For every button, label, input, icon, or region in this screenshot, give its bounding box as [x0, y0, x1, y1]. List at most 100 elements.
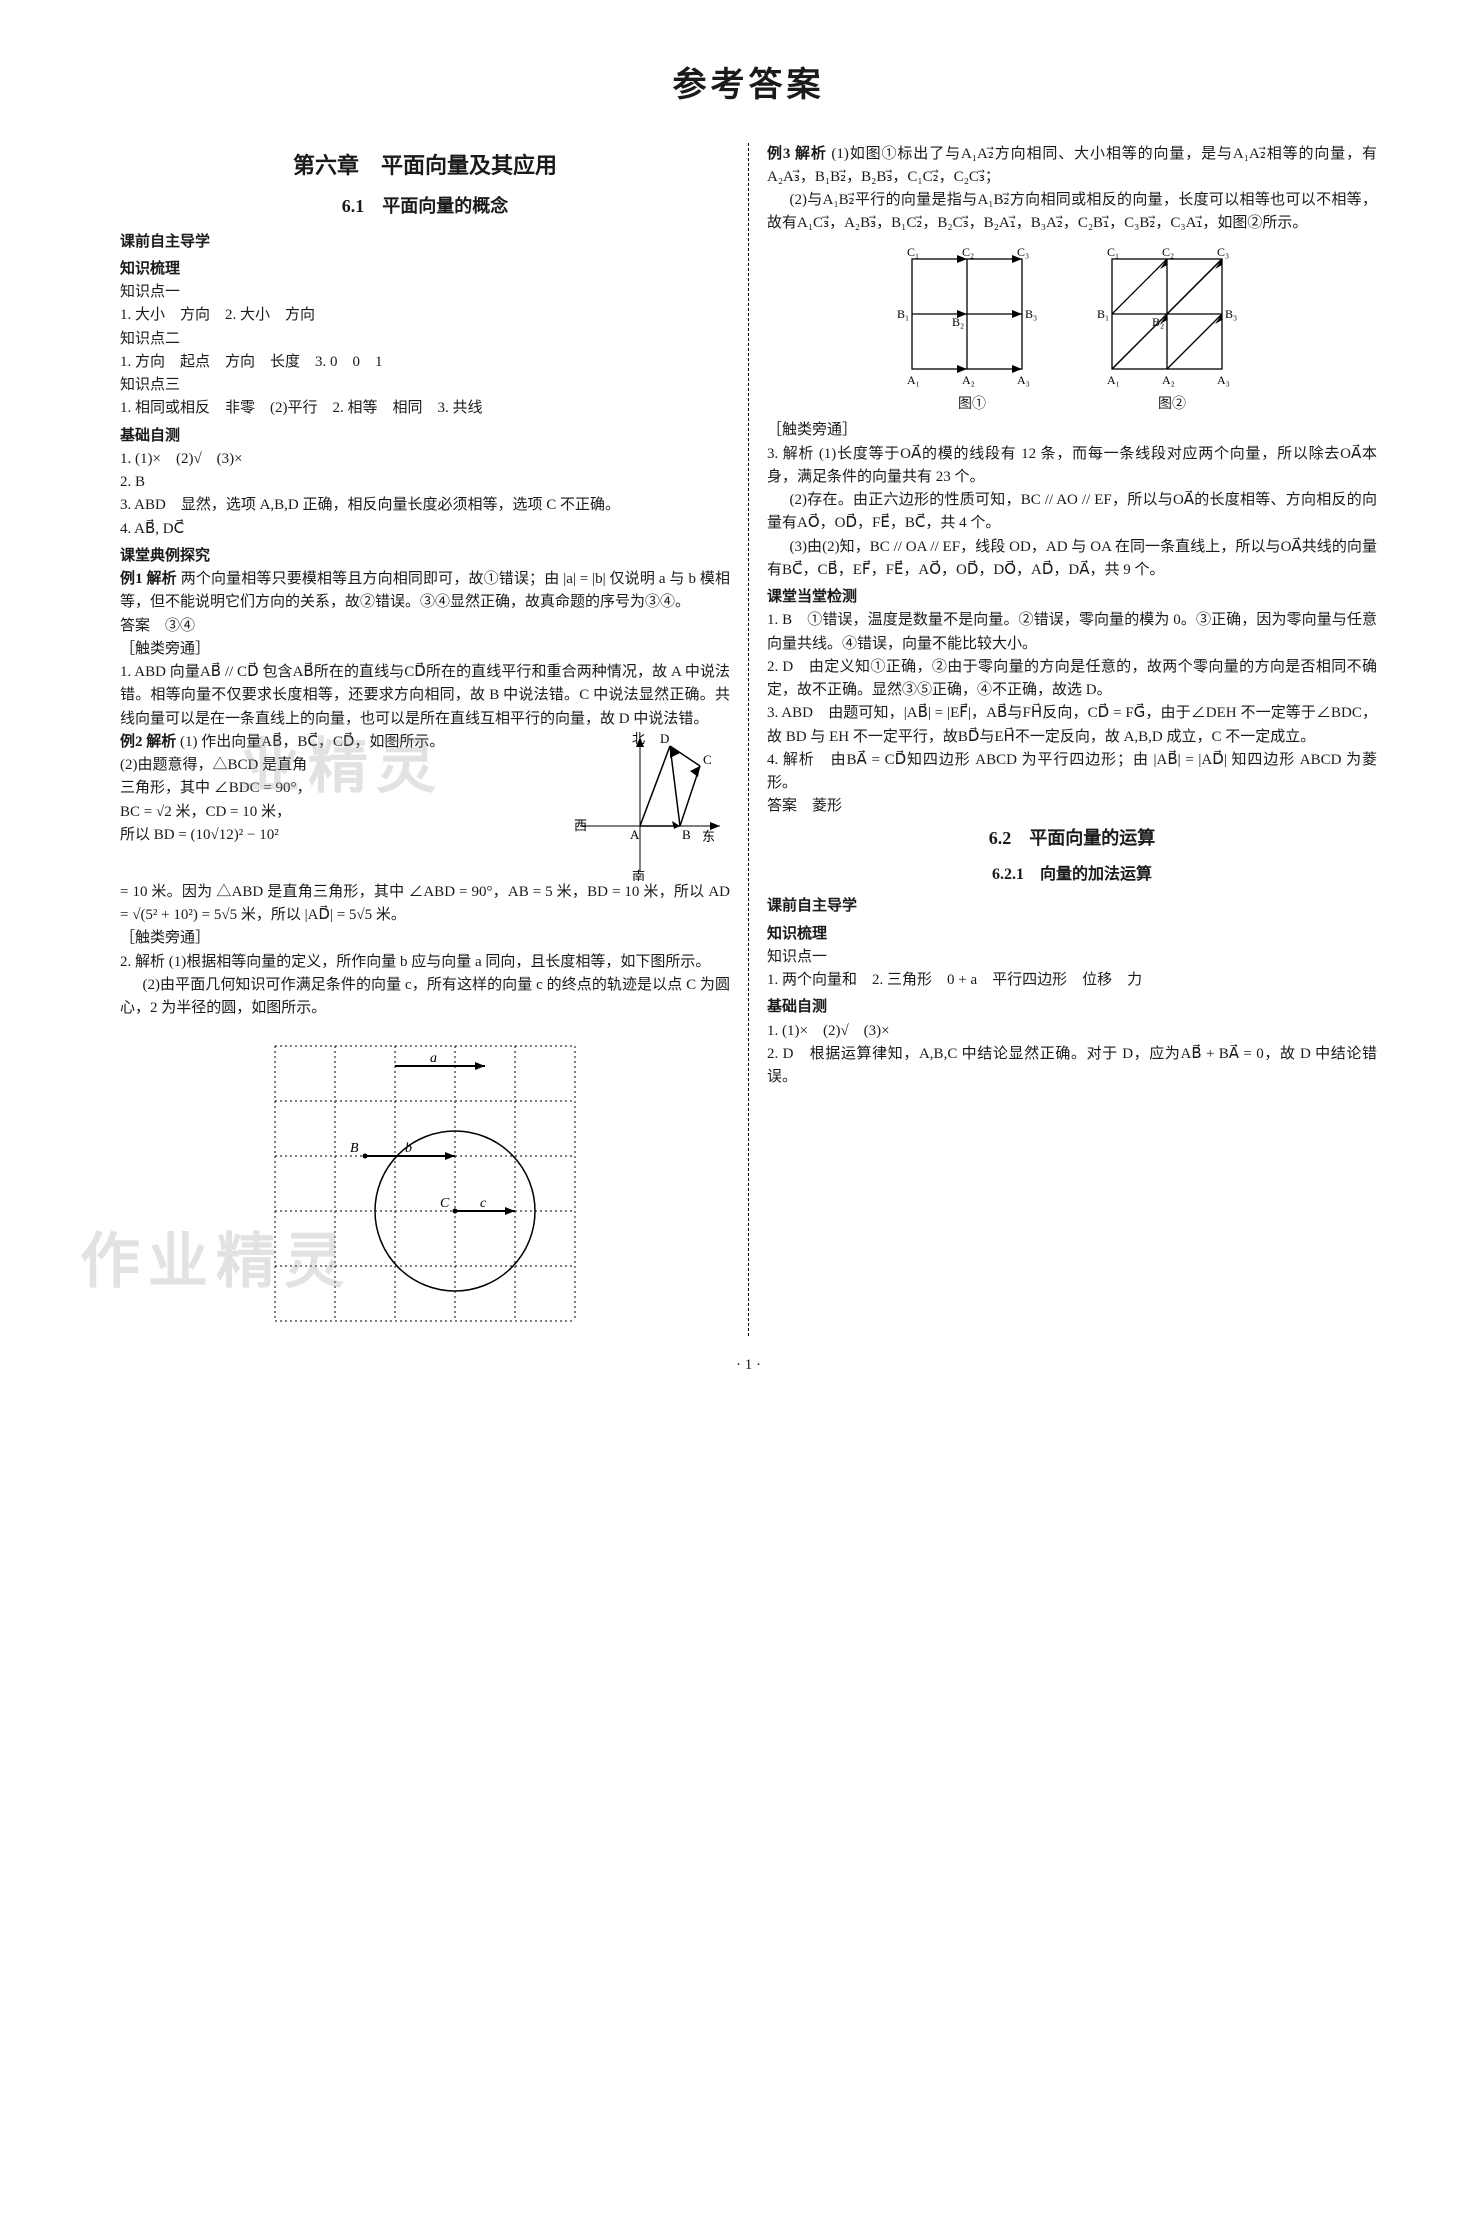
fig2-a2: A₂ [1162, 373, 1175, 387]
fig1-a1: A₁ [907, 373, 920, 387]
analogy2-label: 2. 解析 [120, 954, 165, 970]
fig2-b3: B₃ [1225, 307, 1237, 321]
ex2-1: (1) 作出向量AB⃗，BC⃗，CD⃗，如图所示。 [180, 734, 444, 750]
label-c: c [480, 1196, 487, 1211]
ex1-body: 两个向量相等只要模相等且方向相同即可，故①错误；由 |a| = |b| 仅说明 … [120, 571, 730, 610]
section-6-2-1: 6.2.1 向量的加法运算 [767, 863, 1377, 888]
right-column: 例3 解析 (1)如图①标出了与A₁A₂⃗方向相同、大小相等的向量，是与A₁A₂… [749, 143, 1387, 1337]
label-east: 东 [702, 829, 715, 844]
fig2-c3: C₃ [1217, 245, 1229, 259]
fig2-a3: A₃ [1217, 373, 1230, 387]
heading-knowledge: 知识梳理 [120, 258, 730, 281]
text-basic-1: 1. (1)× (2)√ (3)× [120, 448, 730, 471]
main-title: 参考答案 [110, 60, 1387, 113]
ex2-2-rest: = 10 米。因为 △ABD 是直角三角形，其中 ∠ABD = 90°，AB =… [120, 881, 730, 928]
ex3-label: 例3 解析 [767, 146, 827, 162]
analogy1-body: 向量AB⃗ // CD⃗ 包含AB⃗所在的直线与CD⃗所在的直线平行和重合两种情… [120, 664, 730, 727]
check4: 4. 解析 由BA⃗ = CD⃗知四边形 ABCD 为平行四边形；由 |AB⃗|… [767, 749, 1377, 796]
label-west: 西 [574, 818, 587, 833]
fig1-c2: C₂ [962, 245, 974, 259]
label-C: C [440, 1196, 450, 1211]
heading-analogy-3: ［触类旁通］ [767, 419, 1377, 442]
fig1-caption: 图① [887, 394, 1057, 416]
text-basic-4: 4. AB⃗, DC⃗ [120, 518, 730, 541]
fig1-a3: A₃ [1017, 373, 1030, 387]
heading-class-check: 课堂当堂检测 [767, 586, 1377, 609]
ex1: 例1 解析 两个向量相等只要模相等且方向相同即可，故①错误；由 |a| = |b… [120, 568, 730, 615]
basic62-1: 1. (1)× (2)√ (3)× [767, 1020, 1377, 1043]
fig2-a1: A₁ [1107, 373, 1120, 387]
analogy3: 3. 解析 (1)长度等于OA⃗的模的线段有 12 条，而每一条线段对应两个向量… [767, 443, 1377, 490]
ex3-2: (2)与A₁B₂⃗平行的向量是指与A₁B₂⃗方向相同或相反的向量，长度可以相等也… [767, 189, 1377, 236]
analogy2-1: (1)根据相等向量的定义，所作向量 b 应与向量 a 同向，且长度相等，如下图所… [169, 954, 711, 970]
analogy1: 1. ABD 向量AB⃗ // CD⃗ 包含AB⃗所在的直线与CD⃗所在的直线平… [120, 661, 730, 731]
text-k2-1: 1. 方向 起点 方向 长度 3. 0 0 1 [120, 351, 730, 374]
text-basic-2: 2. B [120, 471, 730, 494]
analogy2-2: (2)由平面几何知识可作满足条件的向量 c，所有这样的向量 c 的终点的轨迹是以… [120, 974, 730, 1021]
fig1-b1: B₁ [897, 307, 909, 321]
ex3-1: (1)如图①标出了与A₁A₂⃗方向相同、大小相等的向量，是与A₁A₂⃗相等的向量… [767, 146, 1377, 185]
fig2-c1: C₁ [1107, 245, 1119, 259]
text-k3-1: 1. 相同或相反 非零 (2)平行 2. 相等 相同 3. 共线 [120, 397, 730, 420]
heading-point1: 知识点一 [120, 281, 730, 304]
analogy3-label: 3. 解析 [767, 446, 814, 462]
label-b: b [405, 1141, 412, 1156]
label-B: B [350, 1141, 359, 1156]
label-A: A [630, 827, 640, 842]
analogy1-label: 1. ABD [120, 664, 166, 680]
basic62-2: 2. D 根据运算律知，A,B,C 中结论显然正确。对于 D，应为AB⃗ + B… [767, 1043, 1377, 1090]
ex1-label: 例1 解析 [120, 571, 177, 587]
label-D: D [660, 731, 669, 746]
heading-analogy-1: ［触类旁通］ [120, 638, 730, 661]
heading-point3: 知识点三 [120, 374, 730, 397]
heading-point1-2: 知识点一 [767, 946, 1377, 969]
check4-ans: 答案 菱形 [767, 795, 1377, 818]
fig2-caption: 图② [1087, 394, 1257, 416]
section-6-2: 6.2 平面向量的运算 [767, 825, 1377, 853]
fig1-b2: B₂ [952, 315, 964, 329]
left-column: 第六章 平面向量及其应用 6.1 平面向量的概念 课前自主导学 知识梳理 知识点… [110, 143, 749, 1337]
check1: 1. B ①错误，温度是数量不是向量。②错误，零向量的模为 0。③正确，因为零向… [767, 609, 1377, 656]
ex1-answer: 答案 ③④ [120, 615, 730, 638]
heading-knowledge-2: 知识梳理 [767, 923, 1377, 946]
fig1-b3: B₃ [1025, 307, 1037, 321]
label-C: C [703, 752, 712, 767]
ex2-block: 业精灵 例2 解析 (1) 作出向量AB⃗，BC⃗，CD⃗，如图所示。 (2)由… [120, 731, 730, 928]
dotted-grid-figure: 作业精灵 a B b [120, 1026, 730, 1326]
compass-figure: 北 南 西 东 A B C D [570, 731, 730, 881]
ex2: 例2 解析 (1) 作出向量AB⃗，BC⃗，CD⃗，如图所示。 [120, 731, 562, 754]
heading-preclass-2: 课前自主导学 [767, 895, 1377, 918]
analogy2: 2. 解析 (1)根据相等向量的定义，所作向量 b 应与向量 a 同向，且长度相… [120, 951, 730, 974]
text-basic-3: 3. ABD 显然，选项 A,B,D 正确，相反向量长度必须相等，选项 C 不正… [120, 494, 730, 517]
ex2-label: 例2 解析 [120, 734, 176, 750]
heading-class-example: 课堂典例探究 [120, 545, 730, 568]
heading-analogy-2: ［触类旁通］ [120, 927, 730, 950]
figure-2: C₁ C₂ C₃ B₁ B₂ B₃ A₁ A₂ A₃ 图② [1087, 244, 1257, 416]
heading-preclass: 课前自主导学 [120, 231, 730, 254]
fig1-a2: A₂ [962, 373, 975, 387]
fig2-b2: B₂ [1152, 315, 1164, 329]
heading-basic-test: 基础自测 [120, 425, 730, 448]
label-a: a [430, 1051, 437, 1066]
fig1-c3: C₃ [1017, 245, 1029, 259]
fig2-c2: C₂ [1162, 245, 1174, 259]
label-B: B [682, 827, 691, 842]
vector-grid-figures: C₁ C₂ C₃ B₁ B₂ B₃ A₁ A₂ A₃ 图① [767, 244, 1377, 416]
heading-basic-test-2: 基础自测 [767, 996, 1377, 1019]
two-column-layout: 第六章 平面向量及其应用 6.1 平面向量的概念 课前自主导学 知识梳理 知识点… [110, 143, 1387, 1337]
label-north: 北 [632, 731, 645, 746]
analogy3-1: (1)长度等于OA⃗的模的线段有 12 条，而每一条线段对应两个向量，所以除去O… [767, 446, 1377, 485]
ex3: 例3 解析 (1)如图①标出了与A₁A₂⃗方向相同、大小相等的向量，是与A₁A₂… [767, 143, 1377, 190]
page: { "title": "参考答案", "chapter": "第六章 平面向量及… [110, 60, 1387, 1378]
k62-1: 1. 两个向量和 2. 三角形 0 + a 平行四边形 位移 力 [767, 969, 1377, 992]
chapter-title: 第六章 平面向量及其应用 [120, 149, 730, 183]
analogy3-2: (2)存在。由正六边形的性质可知，BC // AO // EF，所以与OA⃗的长… [767, 489, 1377, 536]
analogy3-3: (3)由(2)知，BC // OA // EF，线段 OD，AD 与 OA 在同… [767, 536, 1377, 583]
heading-point2: 知识点二 [120, 328, 730, 351]
section-title: 6.1 平面向量的概念 [120, 193, 730, 221]
page-number: · 1 · [110, 1354, 1387, 1377]
figure-1: C₁ C₂ C₃ B₁ B₂ B₃ A₁ A₂ A₃ 图① [887, 244, 1057, 416]
fig1-c1: C₁ [907, 245, 919, 259]
check3: 3. ABD 由题可知，|AB⃗| = |EF⃗|，AB⃗与FH⃗反向，CD⃗ … [767, 702, 1377, 749]
text-k1-1: 1. 大小 方向 2. 大小 方向 [120, 304, 730, 327]
